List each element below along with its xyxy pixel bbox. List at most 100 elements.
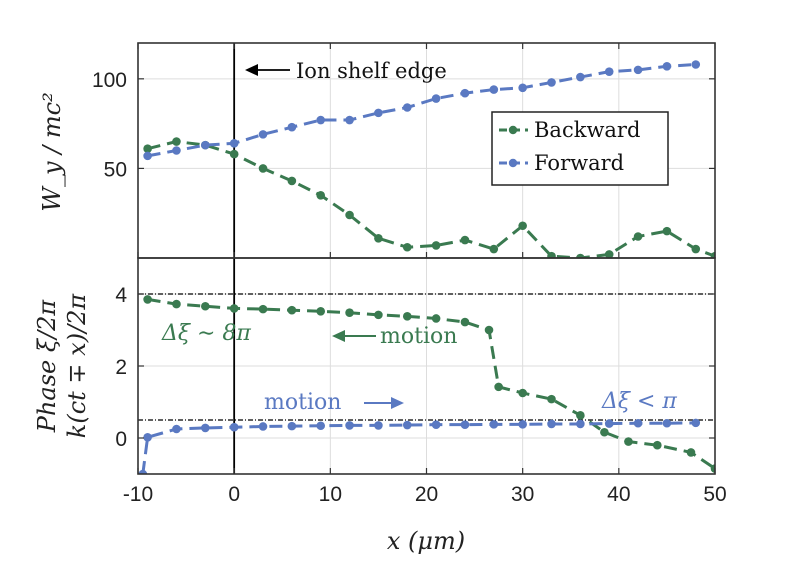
legend-backward-marker: [508, 125, 518, 135]
bottom-forward-point: [143, 432, 152, 442]
delta-xi-forward-label: Δξ < π: [601, 389, 677, 414]
bottom-backward-point: [229, 304, 239, 313]
bottom-backward-point: [484, 325, 494, 335]
bottom-backward-point: [460, 317, 470, 327]
top-forward-point: [691, 60, 701, 69]
top-y-tick-label: 100: [92, 69, 127, 92]
top-forward-point: [518, 83, 527, 93]
top-forward-point: [402, 103, 412, 112]
top-backward-point: [633, 232, 643, 241]
top-forward-point: [345, 115, 354, 125]
bottom-backward-point: [345, 308, 354, 318]
bottom-forward-point: [547, 419, 556, 429]
top-forward-point: [316, 115, 326, 125]
top-backward-point: [710, 251, 715, 258]
bottom-forward-point: [604, 419, 614, 428]
top-series: [143, 60, 715, 258]
bottom-backward-point: [201, 301, 210, 311]
legend: Backward Forward: [491, 111, 669, 186]
top-forward-point: [547, 78, 556, 87]
bottom-backward-point: [686, 448, 696, 457]
ion-shelf-label: Ion shelf edge: [296, 59, 447, 83]
top-backward-point: [547, 251, 556, 258]
bottom-y-tick-label: 0: [115, 428, 127, 451]
bottom-forward-point: [229, 422, 239, 432]
top-backward-point: [258, 164, 268, 173]
x-tick-label: 40: [607, 483, 630, 506]
bottom-forward-point: [633, 418, 643, 428]
forward-motion-arrow-head: [391, 397, 404, 409]
top-backward-point: [374, 233, 383, 243]
x-tick-label: 10: [319, 483, 342, 506]
bottom-forward-point: [691, 418, 701, 428]
bottom-backward-point: [316, 306, 326, 316]
bottom-forward-point: [201, 423, 210, 433]
top-forward-point: [576, 72, 585, 82]
x-tick-label: 30: [511, 483, 534, 506]
legend-forward-label: Forward: [534, 151, 624, 175]
bottom-backward-point: [600, 427, 609, 437]
bottom-ylabel-line1: Phase ξ/2π: [33, 299, 61, 434]
ion-shelf-arrow-head: [245, 64, 258, 76]
top-forward-point: [431, 94, 441, 103]
bottom-backward-point: [431, 314, 441, 323]
top-backward-point: [402, 242, 412, 252]
top-backward-point: [143, 144, 152, 154]
bottom-forward-point: [172, 424, 181, 434]
bottom-forward-point: [662, 418, 672, 428]
top-backward-point: [287, 176, 297, 186]
bottom-backward-point: [374, 310, 383, 320]
bottom-ylabel-line2: k(ct ∓ x)/2π: [63, 293, 91, 439]
top-backward-point: [229, 149, 239, 159]
bottom-forward-point: [431, 420, 441, 429]
top-backward-point: [460, 235, 470, 245]
bottom-y-tick-label: 4: [115, 284, 127, 307]
x-tick-label: 50: [703, 483, 726, 506]
top-ylabel: W_y / mc²: [38, 92, 66, 211]
top-forward-point: [374, 108, 383, 118]
bottom-backward-point: [624, 437, 633, 446]
top-forward-point: [489, 85, 499, 94]
bottom-backward-point: [402, 312, 412, 321]
top-forward-point: [287, 122, 297, 132]
bottom-backward-line: [147, 297, 715, 470]
bottom-backward-point: [258, 304, 268, 314]
bottom-forward-line: [141, 421, 696, 474]
bottom-backward-point: [518, 388, 527, 398]
top-backward-point: [345, 210, 354, 220]
bottom-backward-point: [653, 440, 662, 450]
top-forward-point: [229, 139, 239, 148]
bottom-reference-lines: [138, 293, 715, 421]
bottom-forward-point: [460, 420, 470, 429]
top-forward-point: [460, 88, 470, 98]
bottom-forward-point: [138, 469, 148, 474]
bottom-y-tick-label: 2: [115, 356, 127, 379]
top-backward-point: [431, 241, 441, 250]
bottom-forward-point: [287, 421, 297, 431]
bottom-forward-point: [316, 421, 326, 431]
bottom-forward-point: [402, 420, 412, 430]
top-backward-point: [489, 244, 499, 254]
forward-motion-label: motion: [264, 390, 341, 415]
bottom-forward-point: [374, 421, 383, 430]
bottom-backward-point: [172, 299, 181, 309]
bottom-backward-point: [547, 394, 556, 404]
top-forward-point: [258, 130, 268, 139]
legend-backward-label: Backward: [534, 118, 640, 142]
bottom-clipped-group: [138, 295, 715, 474]
bottom-backward-point: [494, 382, 503, 392]
delta-xi-backward-label: Δξ ∼ 8π: [161, 321, 251, 346]
backward-motion-label: motion: [380, 324, 457, 349]
axis-ticks: -10 0 10 20 30 40 50 50 100 0 2 4: [92, 43, 727, 506]
top-forward-point: [172, 146, 181, 155]
bottom-backward-point: [143, 295, 152, 304]
top-backward-point: [604, 250, 614, 258]
bottom-forward-point: [576, 419, 585, 429]
bottom-forward-point: [489, 420, 499, 429]
bottom-series: [138, 295, 715, 474]
x-tick-label: 20: [415, 483, 438, 506]
top-forward-point: [143, 151, 152, 161]
top-backward-point: [172, 137, 181, 146]
backward-motion-arrow-head: [332, 330, 345, 342]
